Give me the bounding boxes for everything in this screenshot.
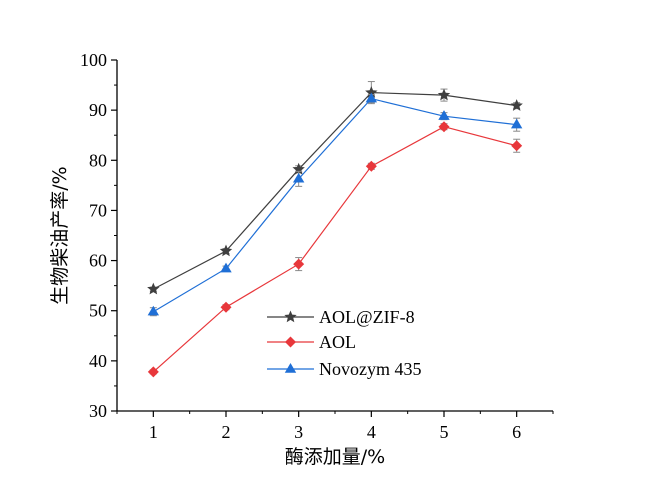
x-tick-label: 2 — [222, 422, 231, 442]
y-tick-label: 50 — [89, 301, 107, 321]
y-axis: 30 40 50 60 70 80 90 100 — [80, 50, 117, 421]
data-point — [220, 301, 232, 313]
data-point — [365, 92, 378, 103]
legend-item: AOL — [267, 332, 356, 352]
y-tick-label: 30 — [89, 401, 107, 421]
y-tick-label: 100 — [80, 50, 107, 70]
legend-marker — [285, 336, 296, 348]
legend-item: Novozym 435 — [267, 359, 422, 379]
x-axis-title: 酶添加量/% — [285, 446, 385, 468]
x-tick-label: 1 — [149, 422, 158, 442]
x-tick-label: 6 — [512, 422, 521, 442]
data-point — [511, 140, 523, 152]
legend-label: AOL — [319, 332, 356, 352]
x-tick-label: 3 — [294, 422, 303, 442]
series-aol-zif-8 — [147, 81, 523, 295]
legend: AOL@ZIF-8 AOL Novozym 435 — [267, 307, 422, 379]
legend-label: Novozym 435 — [319, 359, 422, 379]
series-novozym-435 — [147, 92, 523, 317]
data-point — [292, 172, 305, 183]
data-point — [438, 110, 450, 120]
data-point — [147, 305, 160, 316]
series-layer — [147, 81, 523, 378]
legend-marker — [284, 310, 297, 323]
y-tick-label: 90 — [89, 100, 107, 120]
legend-item: AOL@ZIF-8 — [267, 307, 415, 327]
data-point — [510, 118, 523, 129]
y-tick-label: 80 — [89, 150, 107, 170]
data-point — [510, 99, 523, 111]
data-point — [437, 88, 451, 101]
y-tick-label: 60 — [89, 251, 107, 271]
data-point — [365, 160, 377, 172]
y-tick-label: 40 — [89, 351, 107, 371]
y-axis-title: 生物柴油产率/% — [49, 166, 71, 304]
data-point — [219, 244, 233, 257]
series-aol — [147, 121, 523, 378]
data-point — [438, 121, 450, 133]
series-line — [153, 97, 517, 313]
data-point — [293, 258, 305, 270]
data-point — [220, 262, 232, 273]
x-tick-label: 4 — [367, 422, 376, 442]
data-point — [147, 366, 159, 378]
series-line — [153, 91, 517, 290]
legend-marker — [284, 363, 297, 373]
series-line — [152, 126, 517, 373]
x-axis: 1 2 3 4 5 6 — [116, 411, 554, 442]
y-tick-label: 70 — [89, 200, 107, 220]
x-tick-label: 5 — [440, 422, 449, 442]
legend-label: AOL@ZIF-8 — [319, 307, 415, 327]
data-point — [147, 282, 160, 295]
